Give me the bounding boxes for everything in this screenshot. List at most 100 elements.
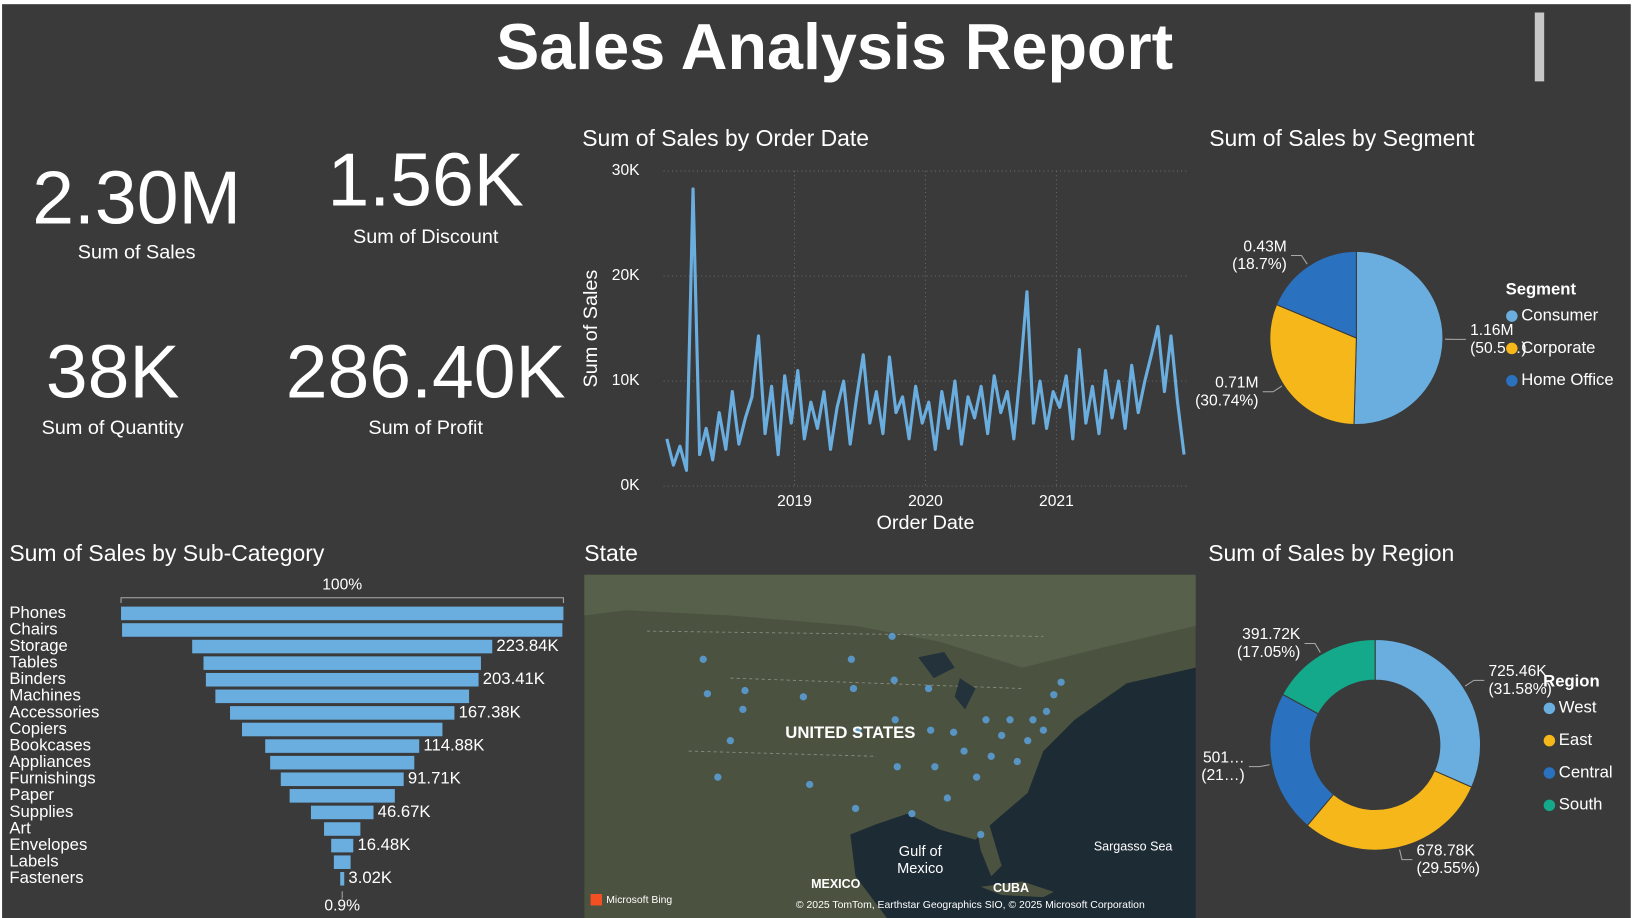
category-label: Tables: [9, 653, 57, 672]
funnel-bar: [270, 755, 415, 770]
y-tick-label: 20K: [612, 267, 640, 284]
funnel-bar: [230, 706, 455, 720]
slice: [1353, 250, 1444, 426]
data-label-percent: (50.5…): [1470, 340, 1526, 357]
map-point: [982, 716, 990, 724]
slice: [1281, 638, 1376, 715]
category-label: Paper: [9, 785, 54, 804]
category-label: Envelopes: [9, 835, 87, 854]
y-tick-label: 0K: [620, 477, 640, 494]
map-logo: Microsoft Bing: [606, 895, 672, 906]
leader-line: [1464, 679, 1485, 687]
map-point: [1039, 726, 1048, 734]
category-label: Bookcases: [9, 735, 91, 754]
leader-line: [1291, 254, 1308, 265]
data-label: 0.71M: [1215, 375, 1258, 392]
data-label-percent: (21…): [1201, 767, 1244, 784]
data-label: 203.41K: [483, 669, 545, 688]
y-tick-label: 10K: [612, 372, 640, 389]
data-label: 46.67K: [378, 802, 431, 821]
scroll-handle: [1534, 12, 1545, 82]
map-point: [1024, 737, 1032, 745]
category-label: Furnishings: [9, 769, 95, 788]
map-land-north: [584, 574, 1196, 668]
data-label: 678.78K: [1417, 842, 1476, 859]
map-point: [987, 752, 995, 760]
map-point: [972, 773, 981, 781]
map-point: [893, 763, 901, 771]
map-point: [1029, 716, 1037, 724]
map-point: [739, 705, 747, 714]
map-point: [847, 655, 856, 663]
leader-line: [1399, 849, 1413, 861]
data-label: 1.16M: [1470, 322, 1513, 339]
data-label: 725.46K: [1488, 663, 1547, 680]
data-label-percent: (31.58%): [1488, 681, 1551, 698]
map-point: [943, 794, 952, 802]
map-point: [949, 728, 958, 736]
map-point: [891, 716, 899, 724]
funnel-bar: [280, 772, 404, 787]
category-label: Binders: [9, 669, 66, 688]
map-place-label: Sargasso Sea: [1094, 839, 1173, 853]
slice: [1275, 250, 1357, 339]
chart-title: Sum of Sales by Region: [1208, 540, 1454, 566]
legend-marker: [1543, 734, 1556, 747]
map-point: [931, 763, 939, 771]
data-label: 223.84K: [496, 636, 558, 655]
kpi-value: 286.40K: [286, 329, 566, 413]
legend-label: West: [1559, 698, 1597, 717]
chart-title: Sum of Sales by Segment: [1209, 125, 1475, 151]
map-point: [908, 810, 916, 818]
bing-logo-icon: [590, 894, 603, 906]
funnel-bar: [324, 822, 361, 836]
map-point: [726, 737, 735, 745]
kpi-label: Sum of Quantity: [42, 417, 184, 439]
leader-line: [1304, 642, 1321, 653]
map-point: [888, 632, 896, 640]
funnel-bar: [205, 672, 479, 687]
map-point: [1042, 707, 1051, 716]
category-label: Labels: [9, 852, 58, 871]
legend-marker: [1506, 310, 1518, 322]
kpi-label: Sum of Sales: [78, 242, 196, 264]
category-label: Art: [9, 818, 31, 837]
leader-line: [1262, 385, 1283, 393]
kpi-label: Sum of Profit: [368, 417, 483, 439]
report-title: Sales Analysis Report: [496, 10, 1173, 83]
funnel-bar: [242, 722, 443, 737]
category-label: Supplies: [9, 802, 73, 821]
funnel-bar: [310, 805, 374, 820]
category-label: Phones: [9, 603, 66, 622]
legend-label: Corporate: [1521, 338, 1595, 357]
map-point: [890, 676, 898, 684]
map-point: [741, 686, 749, 695]
data-label: 391.72K: [1242, 626, 1301, 643]
funnel-bar: [289, 789, 395, 803]
x-tick-label: 2021: [1039, 493, 1074, 510]
data-label: 16.48K: [357, 835, 410, 854]
data-label: 114.88K: [423, 735, 484, 754]
category-label: Appliances: [9, 752, 91, 771]
map-point: [699, 655, 707, 663]
category-label: Chairs: [9, 619, 57, 638]
category-label: Storage: [9, 636, 67, 655]
legend-label: Central: [1559, 762, 1613, 781]
category-label: Machines: [9, 686, 80, 705]
map-point: [1050, 691, 1058, 699]
map-point: [977, 830, 985, 839]
data-label-percent: (17.05%): [1237, 644, 1300, 661]
map-point: [703, 690, 712, 698]
legend-marker: [1543, 799, 1556, 812]
slice: [1269, 303, 1357, 426]
legend-label: Home Office: [1521, 370, 1613, 389]
funnel-bar: [331, 838, 354, 853]
map-point: [851, 804, 860, 813]
y-axis-title: Sum of Sales: [580, 270, 602, 388]
data-label: 0.43M: [1243, 238, 1286, 255]
data-label-percent: (30.74%): [1195, 392, 1258, 409]
funnel-bar: [203, 656, 481, 670]
